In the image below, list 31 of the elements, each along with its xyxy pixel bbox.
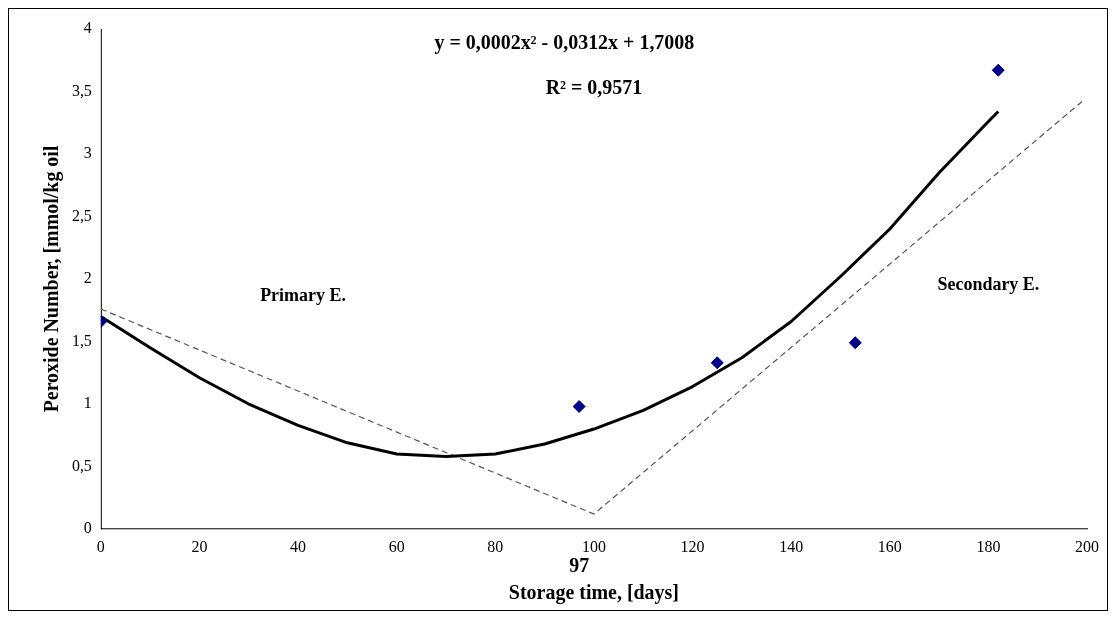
x-tick-label: 100 (581, 537, 606, 555)
point (710, 356, 724, 370)
annotation: y = 0,0002x² - 0,0312x + 1,7008 (434, 31, 695, 55)
y-tick-label: 3 (83, 144, 92, 162)
y-axis-title: Peroxide Number, [mmol/kg oil (40, 145, 64, 413)
x-tick-label: 40 (290, 537, 307, 555)
point (572, 400, 586, 414)
y-tick-label: 1,5 (71, 331, 92, 349)
point (848, 336, 862, 350)
point (991, 63, 1005, 77)
annotation: Secondary E. (937, 273, 1040, 294)
x-tick-label: 140 (779, 537, 804, 555)
x-tick-label: 60 (388, 537, 405, 555)
x-tick-label: 200 (1075, 537, 1100, 555)
y-tick-label: 0,5 (71, 456, 92, 474)
y-tick-label: 4 (83, 19, 92, 37)
y-tick-label: 2 (83, 269, 92, 287)
x-tick-label: 80 (487, 537, 504, 555)
x-tick-label: 160 (877, 537, 902, 555)
x-tick-label: 180 (976, 537, 1001, 555)
text: 97 (569, 553, 590, 576)
annotation: R² = 0,9571 (545, 76, 643, 99)
x-tick-label: 20 (191, 537, 208, 555)
x-tick-label: 120 (680, 537, 705, 555)
y-tick-label: 3,5 (71, 81, 92, 99)
y-tick-label: 1 (83, 394, 92, 412)
y-tick-label: 0 (83, 519, 92, 537)
x-axis-title: Storage time, [days] (508, 581, 679, 605)
y-tick-label: 2,5 (71, 206, 92, 224)
x-tick-label: 0 (96, 537, 105, 555)
annotation: Primary E. (260, 285, 346, 306)
